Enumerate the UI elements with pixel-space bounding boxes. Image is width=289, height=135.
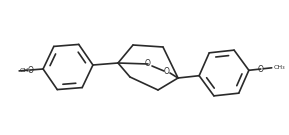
Text: O: O — [27, 65, 33, 75]
Text: O: O — [164, 68, 170, 77]
Text: O: O — [145, 60, 151, 68]
Text: O: O — [258, 65, 264, 73]
Text: CH₃: CH₃ — [274, 65, 285, 70]
Text: CH₃: CH₃ — [19, 68, 31, 73]
